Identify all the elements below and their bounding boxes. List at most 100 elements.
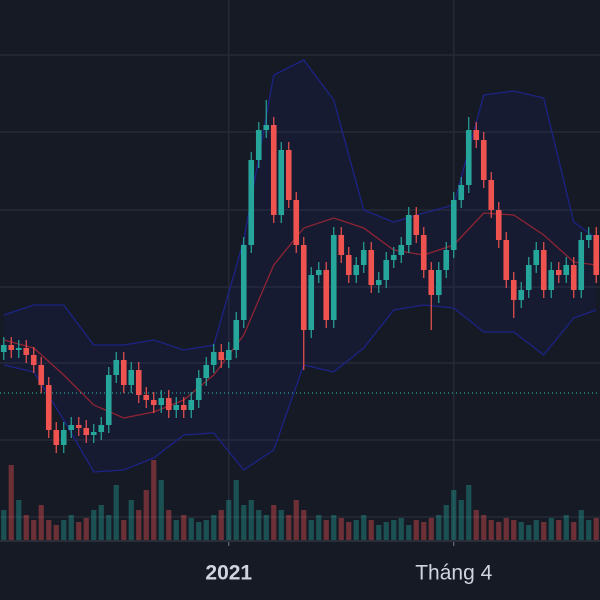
volume-bar	[196, 522, 202, 540]
candle-body	[143, 395, 150, 400]
volume-bar	[271, 505, 277, 540]
candle-body	[98, 425, 105, 432]
volume-bar	[406, 525, 412, 540]
volume-bar	[16, 500, 22, 540]
candle-body	[278, 150, 285, 215]
candle-body	[548, 270, 555, 290]
candle-body	[165, 398, 172, 410]
volume-bar	[361, 515, 367, 540]
candle-body	[210, 352, 217, 365]
candle-body	[353, 265, 360, 275]
volume-bar	[233, 480, 239, 540]
volume-bar	[308, 520, 314, 540]
volume-bar	[76, 522, 82, 540]
volume-bar	[151, 460, 157, 540]
volume-bar	[113, 485, 119, 540]
volume-bar	[338, 518, 344, 540]
volume-bar	[203, 520, 209, 540]
x-tick-label: Tháng 4	[415, 562, 492, 585]
candle-body	[188, 400, 195, 410]
volume-bar	[1, 510, 7, 540]
volume-bar	[346, 522, 352, 540]
volume-bar	[368, 520, 374, 540]
volume-bar	[83, 518, 89, 540]
candle-body	[0, 345, 7, 352]
candle-body	[383, 260, 390, 280]
candle-body	[315, 270, 322, 275]
volume-bar	[173, 520, 179, 540]
candle-body	[435, 270, 442, 295]
volume-bar	[91, 510, 97, 540]
candle-body	[465, 130, 472, 185]
candle-body	[263, 125, 270, 130]
candle-body	[323, 270, 330, 320]
candle-body	[135, 370, 142, 395]
volume-bar	[526, 525, 532, 540]
volume-bar	[286, 515, 292, 540]
volume-bar	[421, 522, 427, 540]
candle-body	[23, 348, 30, 355]
volume-bar	[218, 510, 224, 540]
candle-body	[533, 250, 540, 265]
candle-body	[443, 250, 450, 270]
volume-bar	[23, 515, 29, 540]
volume-bar	[248, 500, 254, 540]
band-middle	[3, 212, 597, 419]
volume-bar	[496, 522, 502, 540]
volume-bar	[511, 520, 517, 540]
candle-body	[180, 405, 187, 410]
candle-body	[473, 130, 480, 140]
volume-bar	[398, 518, 404, 540]
candle-body	[150, 400, 157, 405]
candle-body	[45, 385, 52, 430]
candle-body	[113, 360, 120, 375]
volume-bar	[181, 515, 187, 540]
candle-body	[270, 125, 277, 215]
volume-bar	[263, 515, 269, 540]
volume-bar	[53, 525, 59, 540]
candle-body	[360, 250, 367, 265]
candle-body	[563, 265, 570, 275]
volume-bar	[278, 510, 284, 540]
x-tick-label: 2021	[205, 562, 252, 585]
volume-bar	[488, 520, 494, 540]
volume-bar	[466, 485, 472, 540]
candle-body	[540, 250, 547, 290]
candle-body	[75, 425, 82, 428]
volume-bar	[226, 500, 232, 540]
volume-bar	[293, 500, 299, 540]
volume-bar	[98, 505, 104, 540]
band-fill	[3, 60, 597, 472]
volume-bar	[128, 500, 134, 540]
candle-body	[593, 235, 600, 275]
candle-body	[158, 398, 165, 405]
candle-body	[338, 235, 345, 255]
volume-bar	[241, 505, 247, 540]
candle-body	[195, 378, 202, 400]
candle-body	[300, 245, 307, 330]
band-upper	[3, 59, 597, 351]
candle-body	[578, 240, 585, 290]
volume-bar	[548, 518, 554, 540]
volume-bar	[211, 515, 217, 540]
candle-body	[413, 215, 420, 235]
volume-bar	[121, 520, 127, 540]
volume-bar	[563, 515, 569, 540]
volume-bar	[391, 520, 397, 540]
volume-bar	[158, 480, 164, 540]
candle-body	[570, 265, 577, 290]
candle-body	[518, 290, 525, 300]
volume-bar	[256, 510, 262, 540]
volume-bar	[106, 515, 112, 540]
volume-bar	[518, 522, 524, 540]
candle-body	[53, 430, 60, 445]
candle-body	[30, 355, 37, 365]
candle-body	[488, 180, 495, 210]
volume-bar	[136, 510, 142, 540]
candle-body	[420, 235, 427, 270]
candle-body	[128, 370, 135, 385]
candle-body	[225, 350, 232, 360]
